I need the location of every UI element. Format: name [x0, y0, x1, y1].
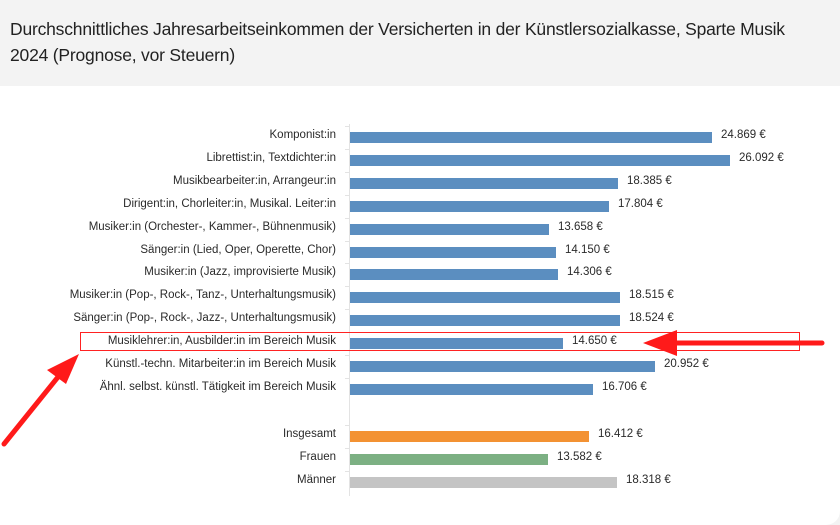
axis-tick	[345, 126, 349, 127]
bar-label: Musiker:in (Pop-, Rock-, Tanz-, Unterhal…	[69, 289, 336, 301]
bar-label: Sänger:in (Pop-, Rock-, Jazz-, Unterhalt…	[73, 312, 336, 324]
bar-label: Sänger:in (Lied, Oper, Operette, Chor)	[140, 244, 336, 256]
bar-row: Künstl.-techn. Mitarbeiter:in im Bereich…	[0, 356, 840, 378]
bar-value-label: 14.150 €	[565, 244, 610, 256]
axis-tick	[345, 309, 349, 310]
bar	[350, 155, 730, 166]
bar-value-label: 14.650 €	[572, 335, 617, 347]
axis-tick	[345, 286, 349, 287]
bar-label: Musiker:in (Orchester-, Kammer-, Bühnenm…	[88, 221, 336, 233]
bar-row: Musikbearbeiter:in, Arrangeur:in 18.385 €	[0, 173, 840, 195]
bar-label: Ähnl. selbst. künstl. Tätigkeit im Berei…	[99, 381, 336, 393]
bar-row: Musiker:in (Jazz, improvisierte Musik) 14…	[0, 264, 840, 286]
bar-value-label: 16.412 €	[598, 428, 643, 440]
bar-row: Komponist:in 24.869 €	[0, 127, 840, 149]
bar-label: Frauen	[299, 451, 336, 463]
bar-value-label: 14.306 €	[567, 266, 612, 278]
bar-value-label: 18.515 €	[629, 289, 674, 301]
bar	[350, 132, 712, 143]
axis-tick	[345, 195, 349, 196]
bar-label: Künstl.-techn. Mitarbeiter:in im Bereich…	[105, 358, 336, 370]
bar-label: Dirigent:in, Chorleiter:in, Musikal. Lei…	[123, 198, 336, 210]
bar-label: Librettist:in, Textdichter:in	[206, 152, 336, 164]
axis-tick	[345, 355, 349, 356]
bar-row: Sänger:in (Pop-, Rock-, Jazz-, Unterhalt…	[0, 310, 840, 332]
y-axis-line	[349, 124, 350, 496]
bar	[350, 338, 563, 349]
axis-tick	[345, 149, 349, 150]
bar-label: Komponist:in	[269, 129, 336, 141]
bar-value-label: 26.092 €	[739, 152, 784, 164]
axis-tick	[345, 263, 349, 264]
bar	[350, 269, 558, 280]
bar	[350, 454, 548, 465]
bar	[350, 224, 549, 235]
bar	[350, 178, 618, 189]
axis-tick	[345, 425, 349, 426]
chart-header: Durchschnittliches Jahresarbeitseinkomme…	[0, 0, 840, 86]
bar-value-label: 18.524 €	[629, 312, 674, 324]
bar	[350, 247, 556, 258]
bar-label: Musikbearbeiter:in, Arrangeur:in	[173, 175, 336, 187]
bar-value-label: 18.318 €	[626, 474, 671, 486]
bar	[350, 361, 655, 372]
bar-value-label: 20.952 €	[664, 358, 709, 370]
highlight-box	[80, 332, 800, 351]
axis-tick	[345, 241, 349, 242]
bar-row: Insgesamt 16.412 €	[0, 426, 840, 448]
bar-row: Musiker:in (Pop-, Rock-, Tanz-, Unterhal…	[0, 287, 840, 309]
axis-tick	[345, 471, 349, 472]
axis-tick	[345, 448, 349, 449]
bar-value-label: 17.804 €	[618, 198, 663, 210]
bar-value-label: 13.582 €	[557, 451, 602, 463]
bar-value-label: 18.385 €	[627, 175, 672, 187]
bar-row: Ähnl. selbst. künstl. Tätigkeit im Berei…	[0, 379, 840, 401]
bar-label: Männer	[297, 474, 336, 486]
bar-value-label: 16.706 €	[602, 381, 647, 393]
bar	[350, 477, 617, 488]
bar-label: Musiklehrer:in, Ausbilder:in im Bereich …	[107, 335, 336, 347]
axis-tick	[345, 172, 349, 173]
axis-tick	[345, 218, 349, 219]
chart-title: Durchschnittliches Jahresarbeitseinkomme…	[10, 19, 785, 65]
bar-row: Sänger:in (Lied, Oper, Operette, Chor) 14…	[0, 242, 840, 264]
bar-row: Musiker:in (Orchester-, Kammer-, Bühnenm…	[0, 219, 840, 241]
axis-tick	[345, 378, 349, 379]
bar-value-label: 24.869 €	[721, 129, 766, 141]
bar-row: Männer 18.318 €	[0, 472, 840, 494]
bar	[350, 315, 620, 326]
bar	[350, 384, 593, 395]
bar-row: Musiklehrer:in, Ausbilder:in im Bereich …	[0, 333, 840, 355]
bar-row: Librettist:in, Textdichter:in 26.092 €	[0, 150, 840, 172]
bar-row: Frauen 13.582 €	[0, 449, 840, 471]
bar	[350, 431, 589, 442]
bar	[350, 292, 620, 303]
bar	[350, 201, 609, 212]
bar-label: Insgesamt	[282, 428, 336, 440]
bar-row: Dirigent:in, Chorleiter:in, Musikal. Lei…	[0, 196, 840, 218]
bar-label: Musiker:in (Jazz, improvisierte Musik)	[144, 266, 336, 278]
bar-value-label: 13.658 €	[558, 221, 603, 233]
